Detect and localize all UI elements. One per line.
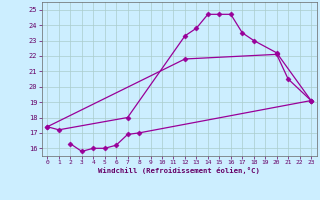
- X-axis label: Windchill (Refroidissement éolien,°C): Windchill (Refroidissement éolien,°C): [98, 167, 260, 174]
